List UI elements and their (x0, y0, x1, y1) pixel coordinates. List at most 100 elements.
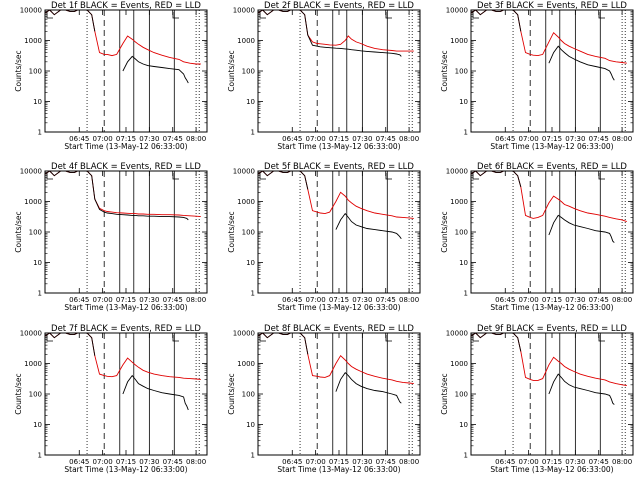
x-tick-label: 08:00 (612, 458, 632, 466)
x-tick-label: 06:45 (282, 135, 302, 143)
x-tick-label: 08:00 (612, 135, 632, 143)
panel-title: Det 8f BLACK = Events, RED = LLD (264, 324, 414, 334)
y-tick-label: 100 (29, 229, 42, 237)
x-tick-label: 07:30 (139, 458, 159, 466)
panel-title: Det 4f BLACK = Events, RED = LLD (51, 162, 201, 172)
x-tick-label: 07:15 (116, 135, 136, 143)
x-tick-label: 07:15 (116, 296, 136, 304)
x-tick-label: 07:30 (352, 296, 372, 304)
x-tick-label: 07:45 (163, 135, 183, 143)
series-black-events (45, 10, 189, 84)
corner-bracket-left (259, 335, 266, 342)
y-tick-label: 1 (464, 290, 468, 298)
x-tick-label: 06:45 (282, 296, 302, 304)
series-red-lld (45, 333, 201, 380)
series-black-events (45, 171, 189, 221)
corner-bracket-left (46, 173, 53, 180)
x-tick-label: 07:45 (376, 135, 396, 143)
x-tick-label: 08:00 (186, 458, 206, 466)
y-tick-label: 10 (33, 259, 42, 267)
y-tick-label: 1000 (450, 198, 468, 206)
panel-title: Det 3f BLACK = Events, RED = LLD (477, 1, 627, 11)
x-tick-label: 07:30 (139, 135, 159, 143)
series-red-lld (471, 171, 627, 223)
y-tick-label: 10000 (233, 168, 255, 176)
x-tick-label: 07:15 (116, 458, 136, 466)
y-tick-label: 10 (459, 259, 468, 267)
corner-bracket-left (472, 12, 479, 19)
x-tick-label: 07:00 (93, 296, 113, 304)
x-tick-label: 07:30 (352, 458, 372, 466)
x-tick-label: 07:00 (306, 135, 326, 143)
x-tick-label: 06:45 (282, 458, 302, 466)
corner-bracket-left (46, 335, 53, 342)
y-tick-label: 10000 (20, 7, 42, 15)
x-tick-label: 06:45 (495, 135, 515, 143)
y-axis-label: Counts/sec (14, 50, 23, 91)
x-tick-label: 07:00 (306, 458, 326, 466)
corner-bracket-right (385, 173, 392, 180)
series-red-lld (258, 171, 414, 219)
x-tick-label: 07:15 (542, 135, 562, 143)
corner-bracket-left (46, 12, 53, 19)
corner-bracket-left (472, 173, 479, 180)
y-axis-label: Counts/sec (14, 373, 23, 414)
series-black-events (471, 171, 615, 243)
chart-panel-7: Det 7f BLACK = Events, RED = LLD 1 10 100 10… (14, 324, 208, 474)
x-axis-label: Start Time (13-May-12 06:33:00) (64, 465, 187, 474)
plot-frame (257, 332, 421, 456)
y-tick-label: 100 (455, 391, 468, 399)
y-tick-label: 10000 (233, 330, 255, 338)
x-axis-label: Start Time (13-May-12 06:33:00) (490, 142, 613, 151)
y-axis-label: Counts/sec (14, 211, 23, 252)
x-tick-label: 08:00 (612, 296, 632, 304)
x-tick-label: 07:15 (542, 296, 562, 304)
y-tick-label: 1 (251, 290, 255, 298)
x-axis-label: Start Time (13-May-12 06:33:00) (490, 465, 613, 474)
panel-title: Det 6f BLACK = Events, RED = LLD (477, 162, 627, 172)
y-tick-label: 1000 (450, 360, 468, 368)
y-tick-label: 1 (251, 452, 255, 460)
x-tick-label: 07:00 (519, 458, 539, 466)
y-tick-label: 100 (455, 229, 468, 237)
plot-frame (44, 332, 208, 456)
x-tick-label: 07:30 (565, 135, 585, 143)
y-tick-label: 1 (38, 452, 42, 460)
corner-bracket-right (598, 335, 605, 342)
series-black-events (45, 333, 189, 411)
y-tick-label: 100 (29, 68, 42, 76)
chart-panel-1: Det 1f BLACK = Events, RED = LLD 1 10 100 10… (14, 1, 208, 151)
y-tick-label: 1 (464, 452, 468, 460)
series-black-events (471, 333, 615, 405)
panel-title: Det 1f BLACK = Events, RED = LLD (51, 1, 201, 11)
plot-frame (44, 9, 208, 133)
panel-title: Det 2f BLACK = Events, RED = LLD (264, 1, 414, 11)
y-tick-label: 10 (459, 421, 468, 429)
chart-panel-4: Det 4f BLACK = Events, RED = LLD 1 10 100 10… (14, 162, 208, 312)
corner-bracket-right (598, 12, 605, 19)
x-axis-label: Start Time (13-May-12 06:33:00) (277, 465, 400, 474)
y-axis-label: Counts/sec (440, 373, 449, 414)
y-tick-label: 1000 (24, 360, 42, 368)
y-tick-label: 10 (33, 421, 42, 429)
y-tick-label: 10 (246, 98, 255, 106)
x-axis-label: Start Time (13-May-12 06:33:00) (490, 303, 613, 312)
x-tick-label: 07:00 (519, 296, 539, 304)
corner-bracket-left (472, 335, 479, 342)
y-tick-label: 1000 (237, 37, 255, 45)
y-tick-label: 100 (242, 229, 255, 237)
x-tick-label: 07:00 (93, 458, 113, 466)
y-tick-label: 10 (246, 421, 255, 429)
corner-bracket-left (259, 12, 266, 19)
y-tick-label: 1000 (24, 198, 42, 206)
x-tick-label: 07:30 (139, 296, 159, 304)
y-tick-label: 10000 (446, 330, 468, 338)
x-tick-label: 08:00 (186, 135, 206, 143)
x-tick-label: 07:15 (329, 458, 349, 466)
chart-panel-2: Det 2f BLACK = Events, RED = LLD 1 10 100 10… (227, 1, 421, 151)
y-tick-label: 10 (246, 259, 255, 267)
y-axis-label: Counts/sec (440, 50, 449, 91)
x-tick-label: 06:45 (495, 296, 515, 304)
series-red-lld (258, 333, 414, 385)
x-tick-label: 06:45 (495, 458, 515, 466)
